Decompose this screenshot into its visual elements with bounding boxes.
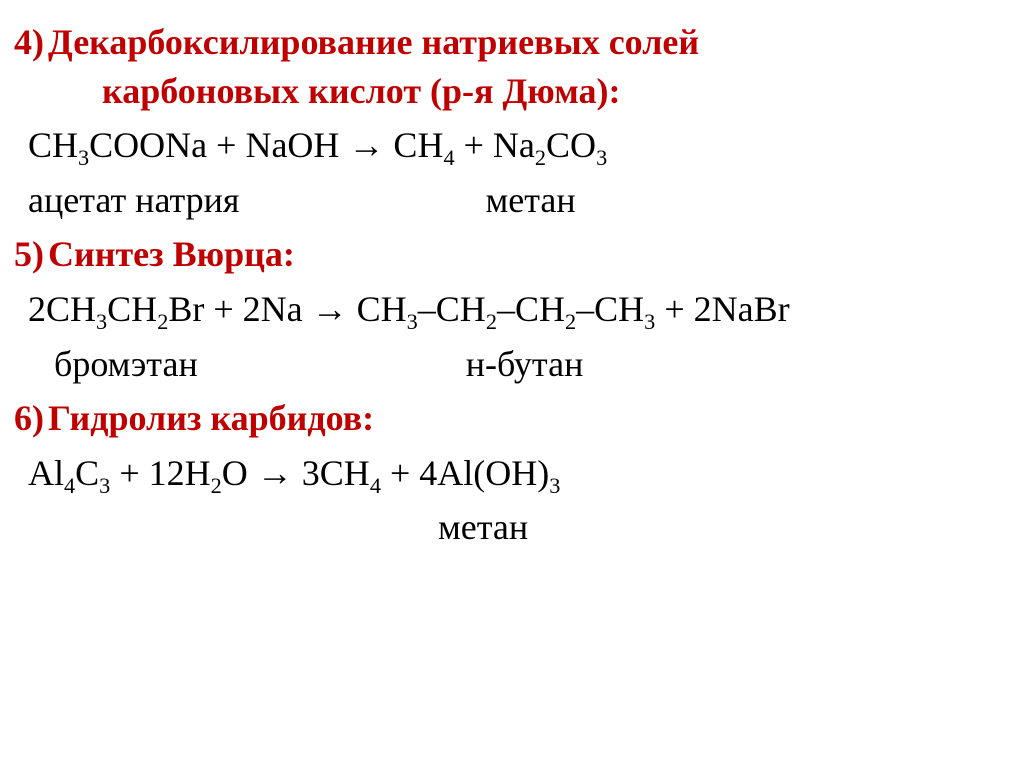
section4-heading-line1: 4) Декарбоксилирование натриевых солей	[14, 18, 1010, 67]
section4-title-1: Декарбоксилирование натриевых солей	[48, 22, 699, 62]
section4-equation: CH3COONa + NaOH → CH4 + Na2CO3	[14, 121, 1010, 170]
section4-heading-line2: карбоновых кислот (р-я Дюма):	[14, 67, 1010, 116]
section5-label-right: н-бутан	[198, 340, 584, 389]
section6-number: 6)	[14, 398, 44, 438]
section4-label-left: ацетат натрия	[28, 176, 239, 225]
section5-number: 5)	[14, 234, 44, 274]
section6-title: Гидролиз карбидов:	[48, 398, 374, 438]
section4-number: 4)	[14, 22, 44, 62]
section5-equation: 2CH3CH2Br + 2Na → CH3–CH2–CH2–CH3 + 2NaB…	[14, 285, 1010, 334]
section5-labels: бромэтан н-бутан	[14, 340, 1010, 389]
section6-label-row: метан	[14, 503, 1010, 552]
section4-label-right: метан	[239, 176, 575, 225]
section5-label-left: бромэтан	[54, 340, 198, 389]
section6-equation: Al4C3 + 12H2O → 3CH4 + 4Al(OH)3	[14, 449, 1010, 498]
section4-labels: ацетат натрия метан	[14, 176, 1010, 225]
section5-heading: 5) Синтез Вюрца:	[14, 230, 1010, 279]
section4-title-2: карбоновых кислот (р-я Дюма):	[14, 71, 621, 111]
section6-heading: 6) Гидролиз карбидов:	[14, 394, 1010, 443]
section6-label: метан	[28, 503, 528, 552]
section5-title: Синтез Вюрца:	[48, 234, 295, 274]
